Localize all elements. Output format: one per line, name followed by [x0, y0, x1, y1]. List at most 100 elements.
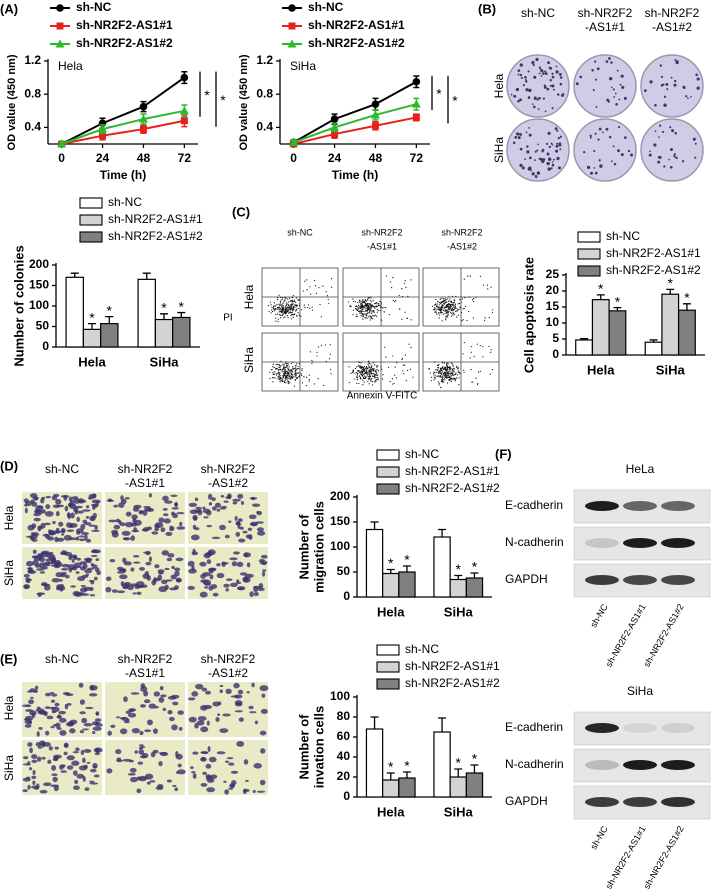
error-bar — [682, 303, 691, 311]
event — [369, 307, 371, 309]
event — [276, 363, 279, 366]
column-header: -AS1#2 — [208, 476, 248, 490]
x-tick-label: SiHa — [656, 362, 686, 377]
cell — [119, 728, 128, 735]
event — [437, 368, 439, 371]
cell — [91, 730, 96, 735]
cell — [26, 578, 33, 582]
event — [279, 374, 281, 377]
cell — [253, 763, 262, 769]
bar — [365, 528, 384, 598]
event — [360, 377, 362, 380]
event — [277, 375, 280, 377]
event — [376, 309, 378, 311]
event — [457, 371, 460, 373]
event — [468, 310, 470, 313]
event — [296, 368, 298, 370]
event — [277, 318, 279, 320]
cell — [115, 518, 121, 523]
event — [294, 368, 296, 370]
event — [363, 365, 366, 368]
cell — [139, 746, 146, 749]
cell — [162, 508, 168, 511]
event — [278, 368, 280, 371]
error-bar — [438, 717, 447, 732]
series-line — [293, 116, 417, 145]
event — [441, 370, 444, 372]
event — [457, 303, 459, 305]
colony — [669, 165, 673, 169]
bar — [382, 572, 400, 598]
bar — [65, 276, 84, 348]
event — [280, 296, 282, 299]
cell — [123, 561, 132, 566]
cell — [22, 756, 29, 760]
cell — [197, 716, 207, 721]
event — [282, 310, 284, 313]
cell — [144, 507, 152, 512]
cell — [211, 536, 221, 540]
event — [295, 309, 297, 311]
event — [274, 304, 276, 307]
colony — [674, 132, 677, 135]
event — [347, 301, 350, 303]
colony — [542, 72, 545, 75]
event — [455, 307, 457, 309]
event — [270, 304, 272, 306]
colony — [618, 98, 621, 101]
cell — [83, 586, 92, 591]
event — [297, 312, 299, 314]
colony — [542, 158, 546, 161]
event — [453, 308, 455, 310]
event — [298, 314, 300, 316]
event — [365, 315, 368, 317]
colony — [589, 134, 592, 137]
event — [447, 315, 449, 317]
event — [315, 285, 317, 287]
event — [441, 369, 443, 371]
event — [442, 369, 444, 371]
cell — [68, 537, 78, 541]
cell — [165, 579, 173, 582]
event — [392, 299, 394, 301]
colony — [673, 155, 676, 158]
event — [450, 362, 453, 364]
event — [297, 307, 299, 310]
bar — [449, 776, 467, 798]
cell — [90, 516, 95, 521]
event — [453, 302, 455, 304]
cell — [219, 689, 223, 694]
event — [437, 366, 439, 369]
event — [370, 369, 372, 371]
event — [398, 294, 400, 297]
colony — [586, 165, 591, 169]
bar — [465, 577, 484, 598]
cell — [59, 551, 68, 555]
event — [457, 314, 460, 316]
significance-label: * — [615, 293, 621, 309]
event — [271, 368, 273, 371]
y-tick-label: 10 — [546, 315, 560, 329]
cell — [55, 559, 61, 565]
event — [290, 362, 293, 365]
event — [376, 315, 378, 317]
event — [356, 378, 359, 380]
cell — [55, 722, 61, 729]
event — [408, 343, 410, 345]
colony — [613, 162, 617, 166]
cell — [89, 684, 95, 691]
bar — [644, 341, 663, 356]
quadrant-lines — [423, 268, 499, 326]
cell — [201, 687, 208, 692]
colony — [515, 87, 520, 92]
event — [407, 369, 409, 371]
cell — [169, 525, 173, 532]
event — [286, 373, 288, 375]
event — [449, 298, 451, 300]
cell — [228, 762, 235, 766]
event — [361, 368, 364, 371]
event — [374, 377, 376, 379]
event — [287, 381, 290, 383]
event — [368, 375, 370, 377]
colony — [558, 72, 562, 76]
